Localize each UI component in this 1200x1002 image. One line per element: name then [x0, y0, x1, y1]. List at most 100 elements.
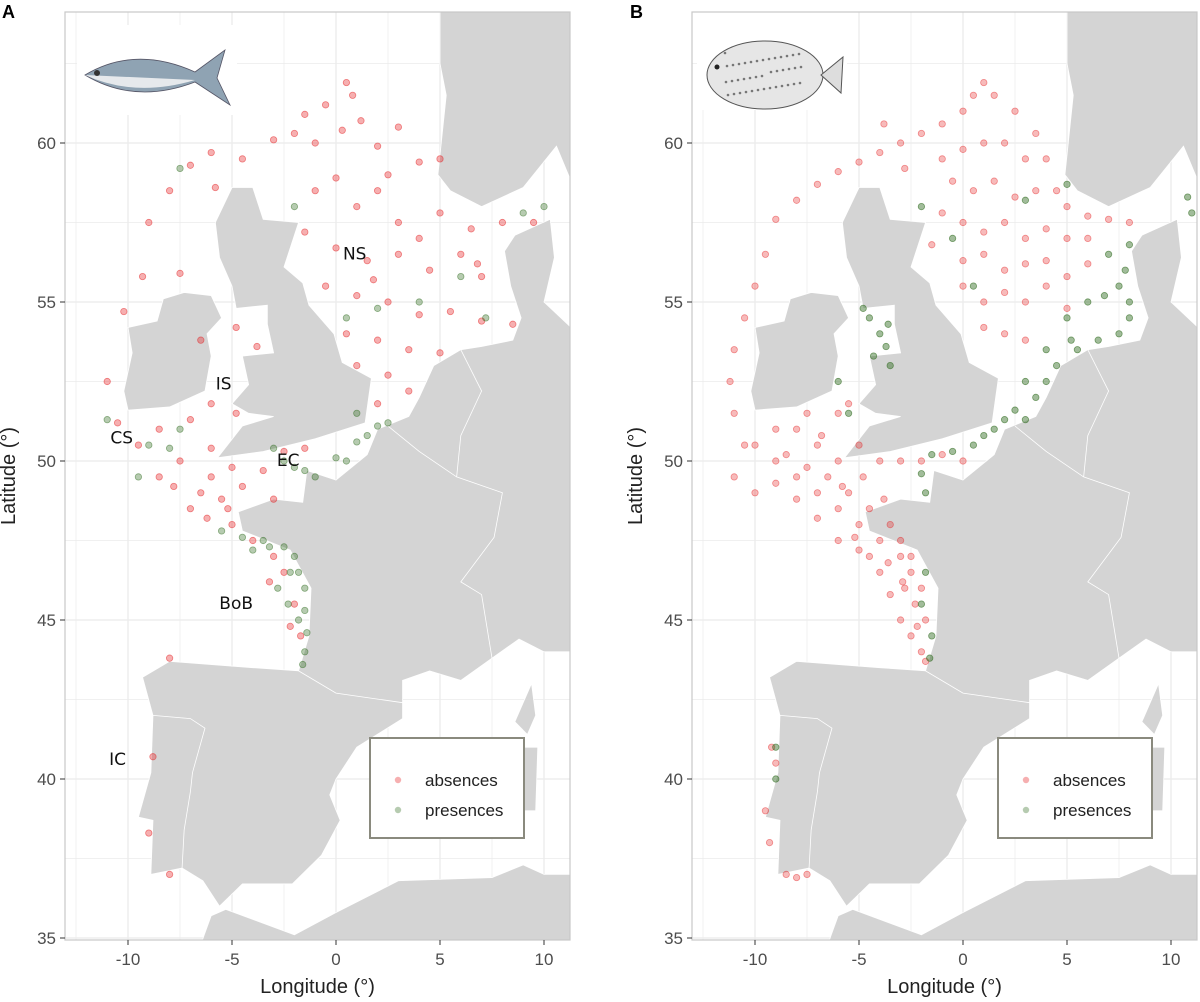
data-point-presences — [969, 282, 978, 290]
data-point-absences — [1042, 282, 1050, 290]
data-point-absences — [876, 457, 884, 465]
data-point-presences — [332, 454, 340, 462]
x-tick-label: -5 — [851, 950, 866, 969]
data-point-presences — [290, 203, 298, 211]
land-scandinavia — [1064, 12, 1197, 208]
flatfish-spot — [773, 56, 777, 60]
data-point-absences — [467, 225, 475, 233]
flatfish-spot — [768, 86, 772, 90]
data-point-absences — [990, 177, 998, 185]
data-point-absences — [969, 91, 978, 99]
data-point-absences — [186, 416, 194, 424]
data-point-presences — [176, 425, 184, 433]
data-point-presences — [373, 422, 382, 430]
data-point-absences — [301, 444, 309, 452]
data-point-absences — [384, 371, 392, 379]
data-point-absences — [980, 78, 988, 87]
data-point-absences — [509, 320, 517, 328]
x-tick-label: -10 — [743, 950, 768, 969]
data-point-absences — [824, 473, 832, 481]
data-point-absences — [415, 158, 423, 166]
flatfish-spot — [742, 77, 746, 81]
x-tick-label: -5 — [224, 950, 239, 969]
data-point-presences — [176, 164, 184, 173]
y-tick-label: 60 — [664, 134, 683, 153]
data-point-presences — [844, 409, 853, 417]
data-point-absences — [238, 482, 246, 491]
data-point-presences — [869, 352, 878, 360]
data-point-absences — [730, 473, 738, 481]
data-point-absences — [203, 514, 211, 522]
data-point-absences — [353, 203, 361, 211]
land-continent — [764, 218, 1197, 907]
data-point-presences — [384, 419, 392, 427]
data-point-presences — [301, 584, 309, 592]
data-point-absences — [859, 473, 867, 481]
data-point-presences — [294, 568, 303, 576]
data-point-absences — [834, 505, 842, 513]
x-tick-label: 0 — [958, 950, 967, 969]
data-point-absences — [134, 441, 142, 449]
data-point-absences — [321, 282, 330, 290]
border-line — [1014, 425, 1130, 659]
land-ireland — [750, 292, 850, 411]
data-point-absences — [1000, 218, 1009, 227]
data-point-presences — [948, 234, 957, 242]
data-point-absences — [959, 107, 967, 115]
data-point-absences — [730, 346, 738, 354]
flatfish-spot — [780, 84, 784, 88]
data-point-absences — [1042, 155, 1050, 163]
data-point-presences — [1125, 314, 1134, 322]
data-point-presences — [249, 546, 257, 554]
data-point-absences — [253, 342, 261, 351]
data-point-absences — [803, 409, 811, 417]
flatfish-spot — [791, 53, 795, 57]
data-point-presences — [265, 543, 274, 551]
data-point-absences — [969, 187, 978, 195]
data-point-presences — [1000, 416, 1009, 424]
data-point-absences — [730, 409, 738, 417]
data-point-absences — [415, 311, 423, 319]
land-britain — [214, 187, 372, 459]
data-point-absences — [1021, 298, 1030, 306]
data-point-presences — [301, 648, 309, 656]
data-point-presences — [859, 304, 867, 312]
data-point-presences — [1125, 298, 1134, 306]
flatfish-icon — [697, 12, 847, 110]
region-label-bob: BoB — [219, 594, 253, 614]
data-point-presences — [1042, 346, 1050, 354]
data-point-absences — [353, 292, 361, 300]
data-point-absences — [907, 568, 915, 576]
border-line — [152, 715, 206, 869]
data-point-absences — [394, 123, 402, 131]
data-point-absences — [913, 622, 921, 630]
x-tick-label: -10 — [116, 950, 141, 969]
flatfish-spot — [732, 92, 736, 96]
data-point-presences — [1063, 180, 1071, 188]
data-point-presences — [1188, 209, 1196, 217]
data-point-presences — [1125, 241, 1134, 249]
data-point-absences — [865, 505, 874, 513]
data-point-absences — [1063, 203, 1071, 211]
data-point-absences — [782, 451, 790, 459]
data-point-absences — [813, 489, 822, 497]
data-point-absences — [990, 91, 998, 99]
data-point-presences — [917, 600, 926, 608]
data-point-absences — [473, 260, 482, 268]
data-point-absences — [207, 400, 215, 408]
data-point-absences — [884, 559, 892, 567]
data-point-absences — [405, 387, 413, 395]
border-line — [456, 349, 483, 477]
data-point-absences — [238, 155, 246, 163]
data-point-presences — [876, 330, 884, 338]
region-label-is: IS — [216, 375, 232, 395]
data-point-presences — [772, 775, 780, 783]
data-point-absences — [782, 870, 790, 879]
data-point-absences — [311, 187, 319, 195]
data-point-presences — [1063, 314, 1071, 322]
data-point-presences — [482, 314, 490, 322]
data-point-absences — [103, 377, 111, 386]
flatfish-spot — [798, 81, 802, 85]
data-point-presences — [921, 568, 930, 576]
data-point-presences — [928, 451, 936, 459]
